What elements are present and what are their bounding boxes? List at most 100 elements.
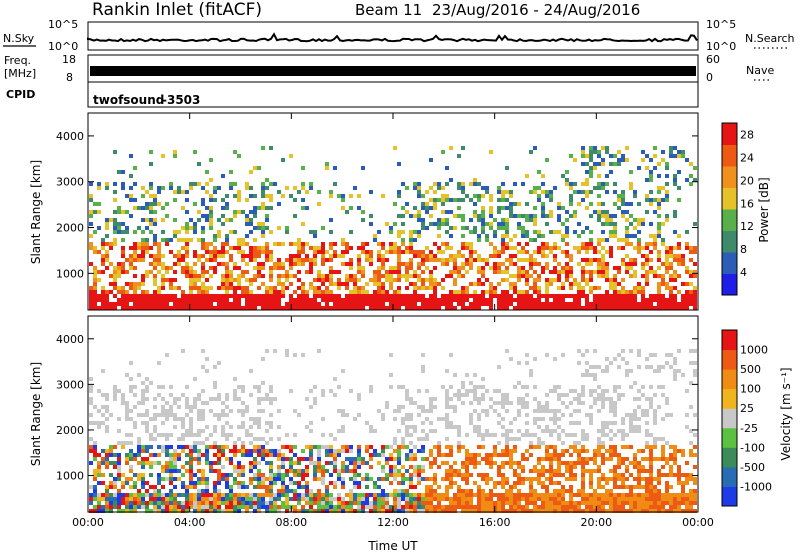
heatmap-cell	[361, 461, 365, 465]
heatmap-cell	[189, 405, 193, 409]
heatmap-cell	[169, 186, 173, 190]
heatmap-cell	[313, 246, 317, 250]
heatmap-cell	[357, 258, 361, 262]
heatmap-cell	[489, 254, 493, 258]
heatmap-cell	[301, 294, 305, 298]
heatmap-cell	[621, 294, 625, 298]
heatmap-cell	[133, 254, 137, 258]
heatmap-cell	[637, 250, 641, 254]
heatmap-cell	[261, 266, 265, 270]
heatmap-cell	[577, 286, 581, 290]
heatmap-cell	[553, 489, 557, 493]
heatmap-cell	[633, 234, 637, 238]
heatmap-cell	[281, 266, 285, 270]
heatmap-cell	[301, 246, 305, 250]
heatmap-cell	[473, 282, 477, 286]
heatmap-cell	[221, 409, 225, 413]
heatmap-cell	[629, 445, 633, 449]
heatmap-cell	[321, 242, 325, 246]
heatmap-cell	[617, 306, 621, 310]
heatmap-cell	[673, 178, 677, 182]
heatmap-cell	[233, 290, 237, 294]
heatmap-cell	[297, 254, 301, 258]
heatmap-cell	[581, 509, 585, 513]
heatmap-cell	[169, 282, 173, 286]
heatmap-cell	[469, 389, 473, 393]
heatmap-cell	[437, 182, 441, 186]
heatmap-cell	[609, 453, 613, 457]
heatmap-cell	[617, 509, 621, 513]
heatmap-cell	[249, 170, 253, 174]
heatmap-cell	[417, 505, 421, 509]
heatmap-cell	[121, 210, 125, 214]
heatmap-cell	[685, 294, 689, 298]
heatmap-cell	[421, 298, 425, 302]
heatmap-cell	[485, 302, 489, 306]
heatmap-cell	[425, 226, 429, 230]
heatmap-cell	[677, 242, 681, 246]
heatmap-cell	[589, 509, 593, 513]
heatmap-cell	[369, 477, 373, 481]
heatmap-cell	[561, 270, 565, 274]
heatmap-cell	[225, 433, 229, 437]
heatmap-cell	[569, 497, 573, 501]
heatmap-cell	[133, 421, 137, 425]
heatmap-cell	[89, 302, 93, 306]
heatmap-cell	[169, 465, 173, 469]
heatmap-cell	[157, 262, 161, 266]
heatmap-cell	[233, 150, 237, 154]
heatmap-cell	[641, 413, 645, 417]
heatmap-cell	[381, 501, 385, 505]
heatmap-cell	[381, 266, 385, 270]
heatmap-cell	[449, 290, 453, 294]
heatmap-cell	[281, 262, 285, 266]
heatmap-cell	[197, 433, 201, 437]
heatmap-cell	[381, 453, 385, 457]
heatmap-cell	[501, 393, 505, 397]
heatmap-cell	[377, 501, 381, 505]
heatmap-cell	[613, 469, 617, 473]
heatmap-cell	[633, 306, 637, 310]
heatmap-cell	[477, 182, 481, 186]
heatmap-cell	[197, 210, 201, 214]
heatmap-cell	[593, 258, 597, 262]
heatmap-cell	[641, 509, 645, 513]
heatmap-cell	[173, 302, 177, 306]
heatmap-cell	[481, 186, 485, 190]
heatmap-cell	[537, 302, 541, 306]
heatmap-cell	[533, 397, 537, 401]
heatmap-cell	[549, 214, 553, 218]
heatmap-cell	[265, 194, 269, 198]
heatmap-cell	[141, 206, 145, 210]
heatmap-cell	[561, 234, 565, 238]
heatmap-cell	[581, 306, 585, 310]
heatmap-cell	[193, 298, 197, 302]
heatmap-cell	[465, 465, 469, 469]
heatmap-cell	[349, 389, 353, 393]
heatmap-cell	[309, 493, 313, 497]
heatmap-cell	[129, 262, 133, 266]
heatmap-cell	[597, 182, 601, 186]
heatmap-cell	[145, 250, 149, 254]
heatmap-cell	[337, 298, 341, 302]
heatmap-cell	[157, 258, 161, 262]
heatmap-cell	[581, 266, 585, 270]
heatmap-cell	[585, 509, 589, 513]
heatmap-cell	[621, 190, 625, 194]
heatmap-cell	[225, 274, 229, 278]
heatmap-cell	[609, 214, 613, 218]
heatmap-cell	[381, 477, 385, 481]
heatmap-cell	[345, 262, 349, 266]
heatmap-cell	[277, 469, 281, 473]
heatmap-cell	[457, 198, 461, 202]
heatmap-cell	[453, 214, 457, 218]
heatmap-cell	[601, 238, 605, 242]
heatmap-cell	[341, 469, 345, 473]
heatmap-cell	[341, 306, 345, 310]
heatmap-cell	[221, 206, 225, 210]
heatmap-cell	[541, 505, 545, 509]
heatmap-cell	[449, 302, 453, 306]
heatmap-cell	[213, 385, 217, 389]
heatmap-cell	[385, 497, 389, 501]
heatmap-cell	[357, 286, 361, 290]
